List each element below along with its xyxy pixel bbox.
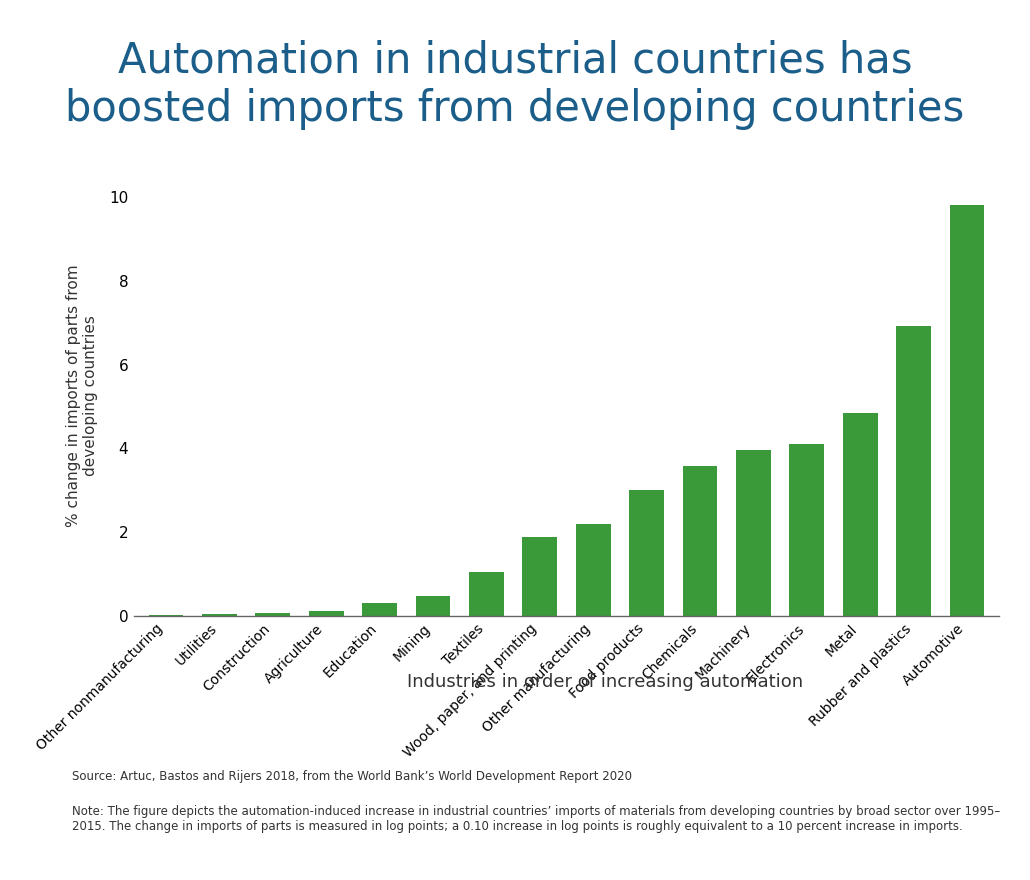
Bar <box>576 524 611 616</box>
Bar <box>309 611 344 616</box>
Bar <box>363 604 397 616</box>
Bar <box>736 450 770 616</box>
Bar <box>629 490 664 616</box>
Bar <box>522 537 557 616</box>
Text: Note: The figure depicts the automation-induced increase in industrial countries: Note: The figure depicts the automation-… <box>72 805 1000 833</box>
Bar <box>896 326 931 616</box>
Bar <box>255 613 290 616</box>
Bar <box>202 614 237 616</box>
Text: Industries in order of increasing automation: Industries in order of increasing automa… <box>407 673 803 691</box>
Bar <box>789 444 824 616</box>
Bar <box>416 596 450 616</box>
Text: Automation in industrial countries has
boosted imports from developing countries: Automation in industrial countries has b… <box>65 40 965 130</box>
Bar <box>683 466 717 616</box>
Bar <box>843 413 878 616</box>
Text: Source: Artuc, Bastos and Rijers 2018, from the World Bank’s World Development R: Source: Artuc, Bastos and Rijers 2018, f… <box>72 770 632 783</box>
Bar <box>950 205 985 616</box>
Y-axis label: % change in imports of parts from
developing countries: % change in imports of parts from develo… <box>66 265 98 527</box>
Bar <box>469 572 504 616</box>
